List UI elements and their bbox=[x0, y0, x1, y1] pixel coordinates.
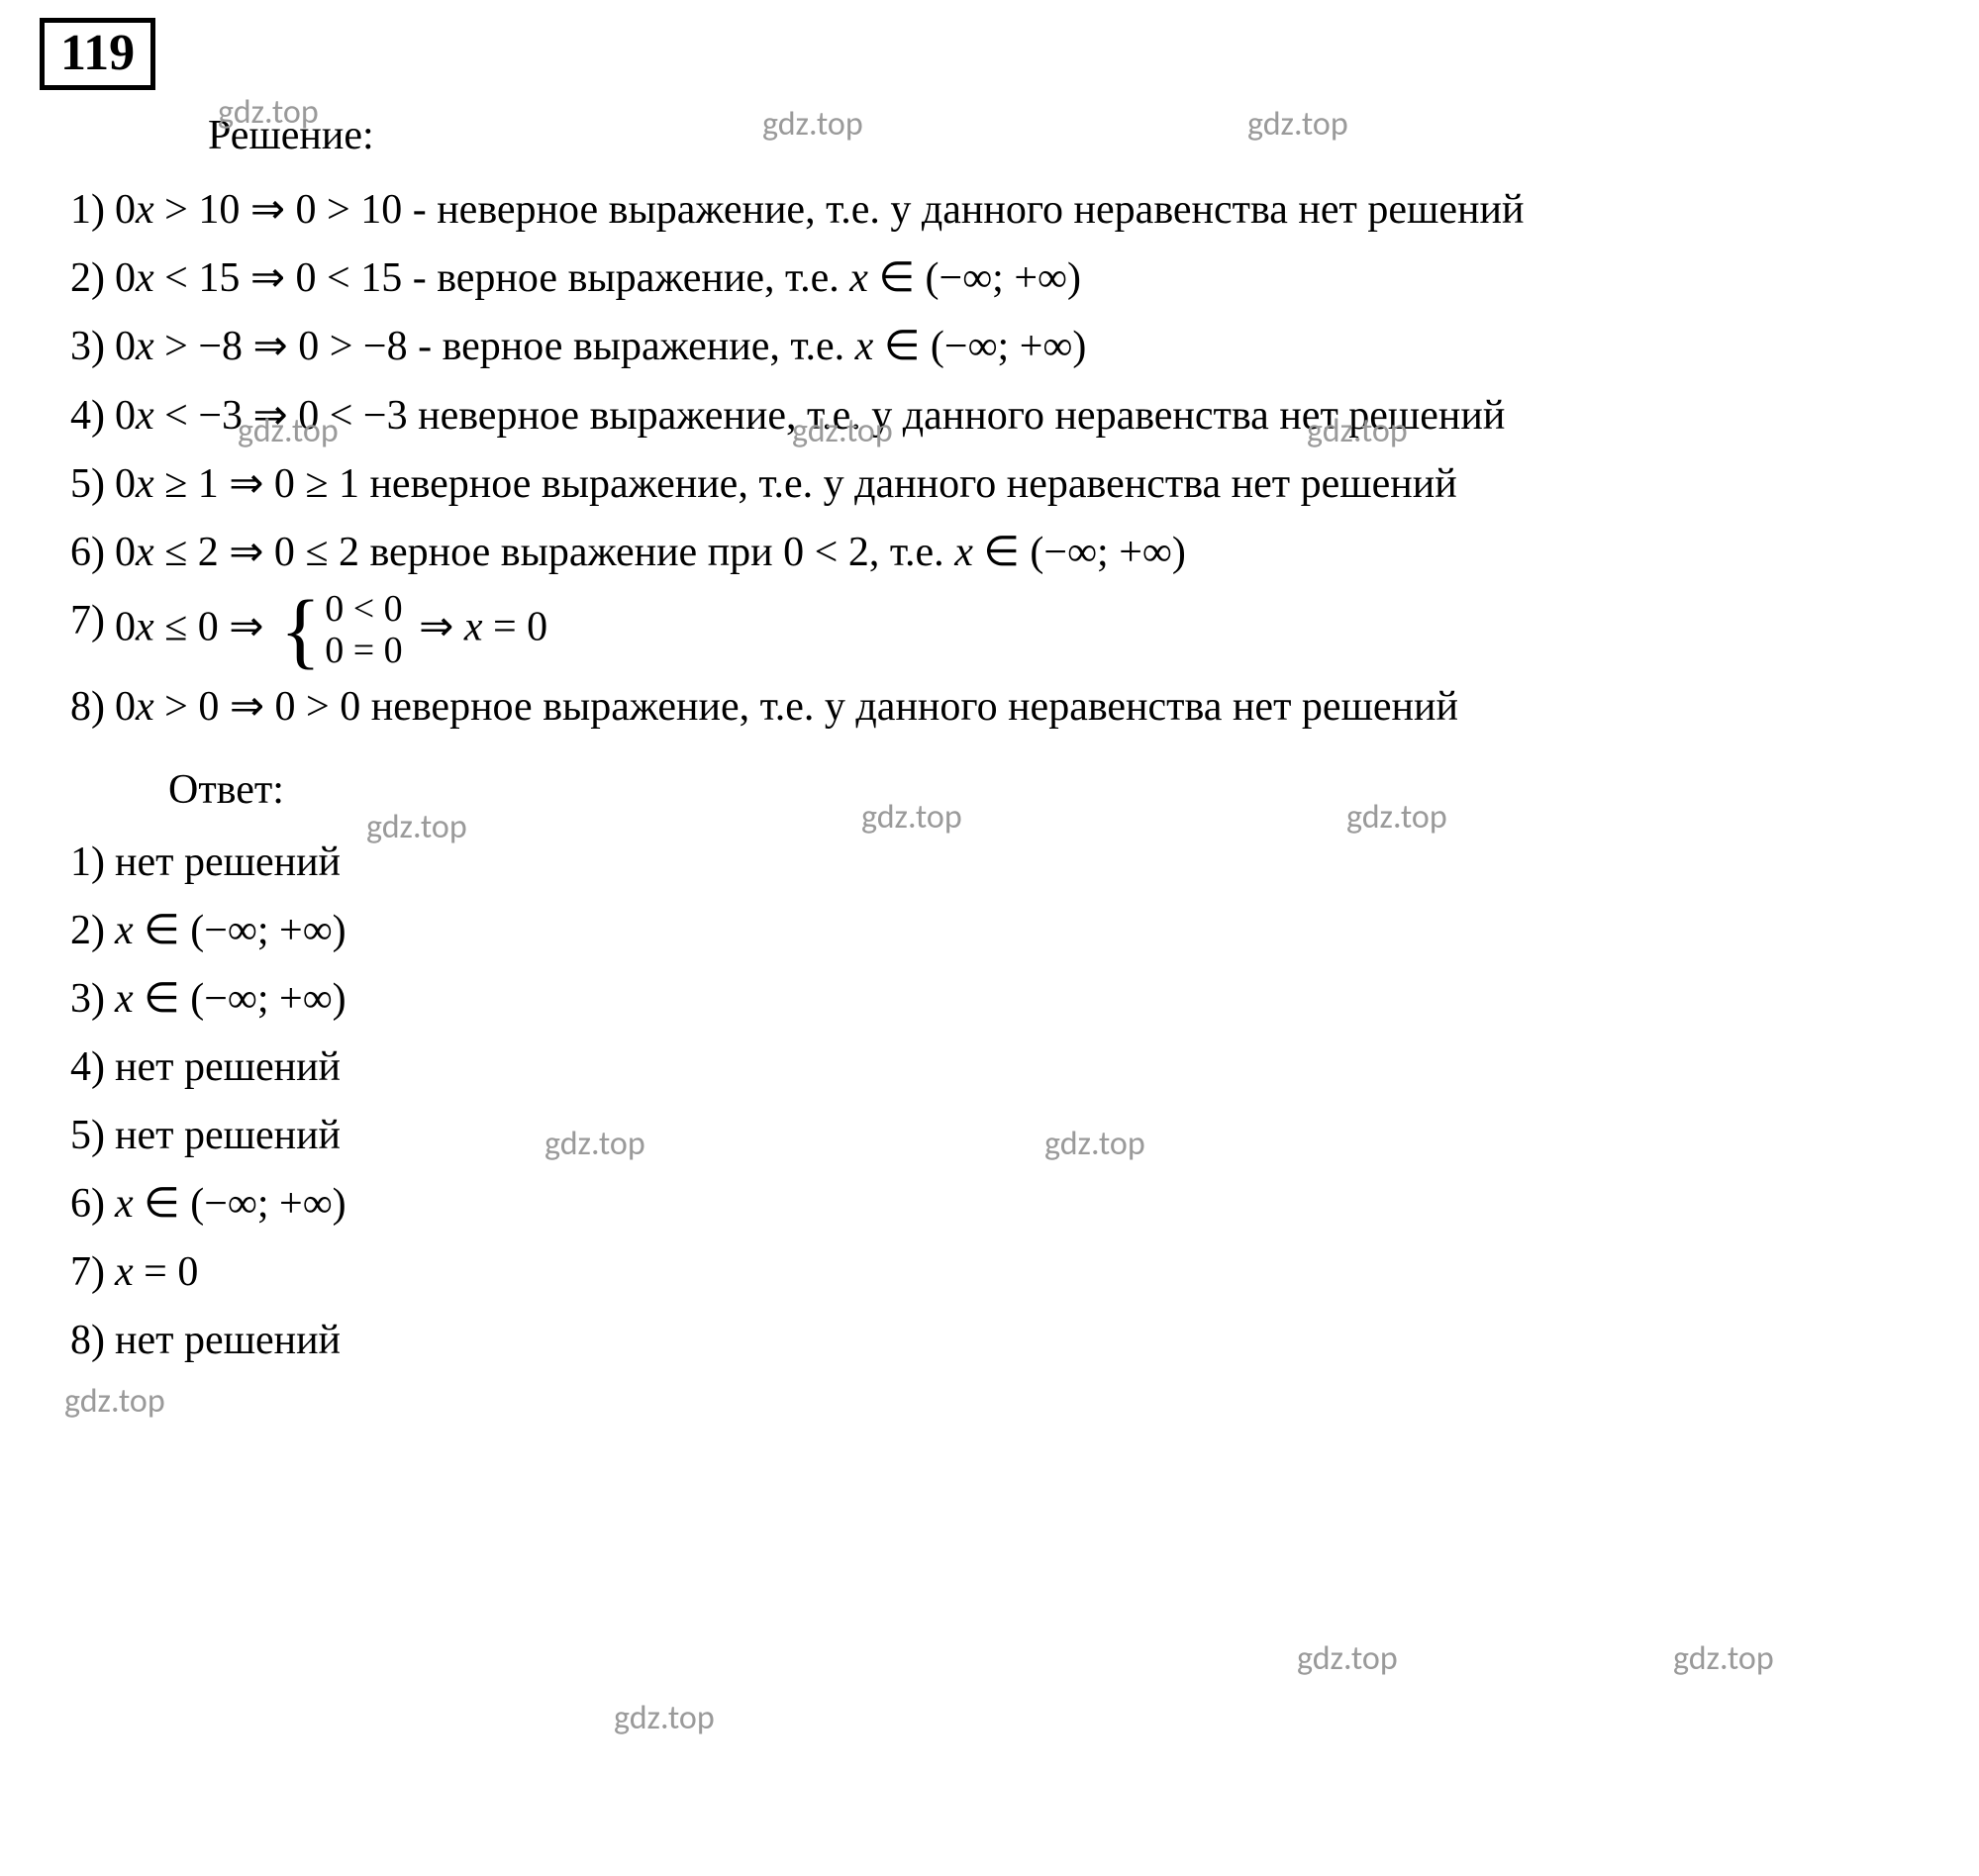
page-root: 119 Решение: 1)0x > 10 ⇒ 0 > 10 - неверн… bbox=[0, 0, 1979, 1876]
solution-step: 4)0x < −3 ⇒ 0 < −3 неверное выражение, т… bbox=[40, 384, 1900, 448]
answer-body: нет решений bbox=[115, 831, 1900, 895]
solution-step: 6)0x ≤ 2 ⇒ 0 ≤ 2 верное выражение при 0 … bbox=[40, 521, 1900, 585]
step-body: 0x > 0 ⇒ 0 > 0 неверное выражение, т.е. … bbox=[115, 675, 1900, 740]
answer-number: 4) bbox=[40, 1036, 105, 1100]
answer-body: нет решений bbox=[115, 1104, 1900, 1168]
solution-list: 1)0x > 10 ⇒ 0 > 10 - неверное выражение,… bbox=[40, 178, 1939, 740]
watermark-text: gdz.top bbox=[614, 1693, 715, 1745]
answer-item: 2)x ∈ (−∞; +∞) bbox=[40, 899, 1900, 963]
step-body: 0x > 10 ⇒ 0 > 10 - неверное выражение, т… bbox=[115, 178, 1900, 243]
solution-step: 3)0x > −8 ⇒ 0 > −8 - верное выражение, т… bbox=[40, 315, 1900, 379]
answer-body: x ∈ (−∞; +∞) bbox=[115, 1172, 1900, 1236]
step-number: 5) bbox=[40, 452, 105, 517]
answer-number: 7) bbox=[40, 1240, 105, 1305]
answer-item: 1)нет решений bbox=[40, 831, 1900, 895]
step-body: 0x ≥ 1 ⇒ 0 ≥ 1 неверное выражение, т.е. … bbox=[115, 452, 1900, 517]
step-number: 8) bbox=[40, 675, 105, 740]
step-body: 0x ≤ 2 ⇒ 0 ≤ 2 верное выражение при 0 < … bbox=[115, 521, 1900, 585]
answer-number: 3) bbox=[40, 967, 105, 1032]
step-body: 0x ≤ 0 ⇒ {0 < 00 = 0 ⇒ x = 0 bbox=[115, 589, 1900, 672]
watermark-text: gdz.top bbox=[64, 1376, 165, 1429]
answer-body: нет решений bbox=[115, 1309, 1900, 1373]
answer-item: 7)x = 0 bbox=[40, 1240, 1900, 1305]
solution-step: 2)0x < 15 ⇒ 0 < 15 - верное выражение, т… bbox=[40, 247, 1900, 311]
step-number: 6) bbox=[40, 521, 105, 585]
answer-item: 4)нет решений bbox=[40, 1036, 1900, 1100]
step-body: 0x < 15 ⇒ 0 < 15 - верное выражение, т.е… bbox=[115, 247, 1900, 311]
answer-item: 6)x ∈ (−∞; +∞) bbox=[40, 1172, 1900, 1236]
answer-body: x = 0 bbox=[115, 1240, 1900, 1305]
step-number: 4) bbox=[40, 384, 105, 448]
answer-number: 5) bbox=[40, 1104, 105, 1168]
step-body: 0x < −3 ⇒ 0 < −3 неверное выражение, т.е… bbox=[115, 384, 1900, 448]
step-number: 1) bbox=[40, 178, 105, 243]
answer-label: Ответ: bbox=[40, 758, 1939, 823]
step-number: 2) bbox=[40, 247, 105, 311]
answer-list: 1)нет решений2)x ∈ (−∞; +∞)3)x ∈ (−∞; +∞… bbox=[40, 831, 1939, 1374]
answer-item: 8)нет решений bbox=[40, 1309, 1900, 1373]
solution-step: 1)0x > 10 ⇒ 0 > 10 - неверное выражение,… bbox=[40, 178, 1900, 243]
solution-step: 8)0x > 0 ⇒ 0 > 0 неверное выражение, т.е… bbox=[40, 675, 1900, 740]
answer-body: x ∈ (−∞; +∞) bbox=[115, 967, 1900, 1032]
step-body: 0x > −8 ⇒ 0 > −8 - верное выражение, т.е… bbox=[115, 315, 1900, 379]
problem-number-box: 119 bbox=[40, 18, 155, 90]
watermark-text: gdz.top bbox=[1673, 1633, 1774, 1686]
solution-step: 5)0x ≥ 1 ⇒ 0 ≥ 1 неверное выражение, т.е… bbox=[40, 452, 1900, 517]
answer-item: 3)x ∈ (−∞; +∞) bbox=[40, 967, 1900, 1032]
answer-number: 6) bbox=[40, 1172, 105, 1236]
answer-number: 2) bbox=[40, 899, 105, 963]
solution-step: 7)0x ≤ 0 ⇒ {0 < 00 = 0 ⇒ x = 0 bbox=[40, 589, 1900, 672]
answer-number: 1) bbox=[40, 831, 105, 895]
watermark-text: gdz.top bbox=[1297, 1633, 1398, 1686]
answer-body: нет решений bbox=[115, 1036, 1900, 1100]
answer-item: 5)нет решений bbox=[40, 1104, 1900, 1168]
answer-number: 8) bbox=[40, 1309, 105, 1373]
step-number: 3) bbox=[40, 315, 105, 379]
answer-body: x ∈ (−∞; +∞) bbox=[115, 899, 1900, 963]
step-number: 7) bbox=[40, 589, 105, 653]
solution-label: Решение: bbox=[40, 104, 1939, 168]
